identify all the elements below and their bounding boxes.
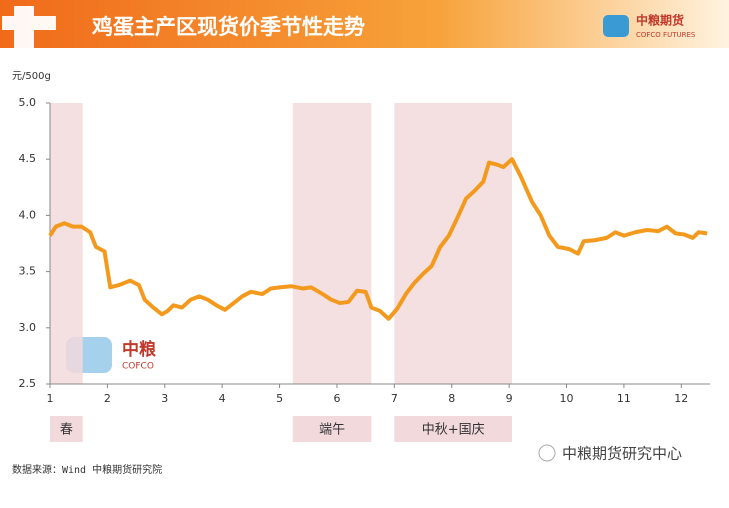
y-tick-label: 5.0 — [19, 96, 37, 109]
x-tick-label: 6 — [333, 392, 340, 405]
x-tick-label: 4 — [219, 392, 226, 405]
x-tick-label: 11 — [617, 392, 631, 405]
x-tick-label: 2 — [104, 392, 111, 405]
y-tick-label: 3.0 — [19, 321, 37, 334]
x-tick-label: 7 — [391, 392, 398, 405]
holiday-label-box — [292, 416, 372, 442]
watermark-sub: COFCO — [122, 362, 154, 372]
x-tick-label: 5 — [276, 392, 283, 405]
x-tick-label: 12 — [674, 392, 688, 405]
y-tick-label: 4.5 — [19, 152, 37, 165]
holiday-label: 中秋+国庆 — [422, 423, 485, 438]
account-icon — [538, 444, 556, 462]
y-unit: 元/500g — [12, 71, 51, 82]
watermark: 中粮 — [122, 339, 156, 360]
x-tick-label: 10 — [560, 392, 574, 405]
x-tick-label: 8 — [448, 392, 455, 405]
x-tick-label: 1 — [47, 392, 54, 405]
source: 数据来源：Wind 中粮期货研究院 — [12, 463, 162, 476]
holiday-label-box — [50, 416, 83, 442]
logo-name: 中粮期货 — [636, 13, 684, 28]
y-tick-label: 3.5 — [19, 265, 37, 278]
holiday-label: 春 — [60, 423, 73, 438]
x-tick-label: 3 — [161, 392, 168, 405]
account-name: 中粮期货研究中心 — [562, 445, 682, 463]
x-tick-label: 9 — [506, 392, 513, 405]
y-tick-label: 4.0 — [19, 208, 37, 221]
logo-icon — [603, 15, 629, 37]
holiday-label: 端午 — [319, 423, 345, 438]
line — [48, 157, 708, 321]
holiday-band — [50, 103, 83, 384]
holiday-band — [394, 103, 512, 384]
holiday-band — [292, 103, 372, 384]
header-cross — [2, 6, 56, 48]
y-tick-label: 2.5 — [19, 377, 37, 390]
holiday-label-box — [394, 416, 512, 442]
chart-title: 鸡蛋主产区现货价季节性走势 — [91, 15, 365, 39]
logo-sub: COFCO FUTURES — [636, 31, 696, 39]
